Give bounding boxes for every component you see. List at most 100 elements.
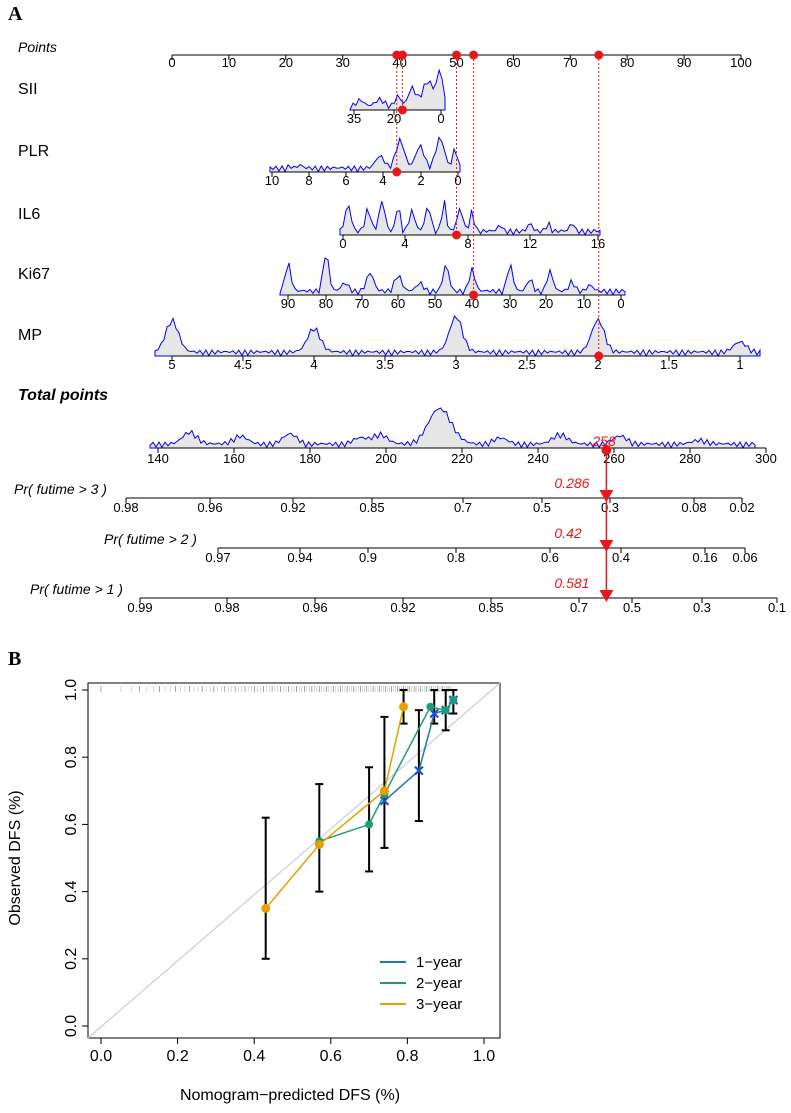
probability-tick-label: 0.3 — [693, 600, 711, 615]
total-tick-label: 260 — [603, 451, 625, 466]
variable-tick-label: 10 — [577, 296, 591, 311]
variable-tick-label: 0 — [454, 173, 461, 188]
total-tick-label: 240 — [527, 451, 549, 466]
variable-tick-label: 4 — [310, 357, 317, 372]
y-tick-label: 0.8 — [63, 746, 80, 768]
probability-tick-label: 0.3 — [601, 500, 619, 515]
y-tick-label: 0.2 — [63, 948, 80, 970]
variable-marker — [594, 351, 604, 361]
density-curve-total — [149, 407, 756, 449]
variable-tick-label: 60 — [391, 296, 405, 311]
probability-tick-label: 0.5 — [623, 600, 641, 615]
probability-tick-label: 0.8 — [447, 550, 465, 565]
probability-arrow-head — [599, 590, 614, 602]
probability-tick-label: 0.97 — [205, 550, 230, 565]
points-marker — [469, 50, 479, 60]
series-point — [429, 708, 439, 719]
x-axis-label: Nomogram−predicted DFS (%) — [180, 1087, 400, 1104]
density-curve-mp — [154, 314, 761, 358]
probability-tick-label: 0.98 — [214, 600, 239, 615]
probability-label: Pr( futime > 2 ) — [104, 531, 197, 547]
total-tick-label: 280 — [679, 451, 701, 466]
variable-tick-label: 30 — [503, 296, 517, 311]
variable-tick-label: 10 — [265, 173, 279, 188]
total-tick-label: 140 — [147, 451, 169, 466]
y-tick-label: 0.4 — [63, 880, 80, 902]
probability-arrow-head — [599, 540, 614, 552]
variable-tick-label: 50 — [428, 296, 442, 311]
variable-tick-label: 2.5 — [518, 357, 536, 372]
probability-tick-label: 0.4 — [612, 550, 630, 565]
x-tick-label: 0.4 — [243, 1048, 265, 1065]
variable-tick-label: 16 — [591, 236, 605, 251]
series-point — [314, 840, 324, 850]
legend-label: 1−year — [416, 954, 462, 971]
points-tick-label: 90 — [677, 55, 691, 70]
y-tick-label: 0.0 — [63, 1015, 80, 1037]
probability-tick-label: 0.02 — [729, 500, 754, 515]
y-tick-label: 0.6 — [63, 813, 80, 835]
variable-label-mp: MP — [18, 327, 42, 344]
variable-tick-label: 4.5 — [234, 357, 252, 372]
points-tick-label: 70 — [563, 55, 577, 70]
series-point — [441, 706, 450, 715]
points-tick-label: 10 — [222, 55, 236, 70]
probability-tick-label: 0.85 — [478, 600, 503, 615]
ideal-diagonal — [87, 682, 501, 1039]
variable-tick-label: 0 — [437, 111, 444, 126]
variable-label-il6: IL6 — [18, 206, 40, 223]
probability-value: 0.286 — [554, 475, 589, 491]
variable-tick-label: 6 — [342, 173, 349, 188]
probability-tick-label: 0.16 — [692, 550, 717, 565]
points-tick-label: 0 — [168, 55, 175, 70]
legend-label: 3−year — [416, 996, 462, 1013]
series-point — [379, 786, 389, 796]
x-tick-label: 0.0 — [90, 1048, 112, 1065]
probability-tick-label: 0.5 — [533, 500, 551, 515]
variable-tick-label: 4 — [379, 173, 386, 188]
probability-tick-label: 0.94 — [287, 550, 312, 565]
y-tick-label: 1.0 — [63, 679, 80, 701]
variable-tick-label: 0 — [617, 296, 624, 311]
variable-tick-label: 80 — [319, 296, 333, 311]
points-tick-label: 20 — [279, 55, 293, 70]
x-tick-label: 0.6 — [320, 1048, 342, 1065]
probability-label: Pr( futime > 3 ) — [14, 481, 107, 497]
panel-b-label: B — [8, 648, 21, 670]
variable-tick-label: 3 — [452, 357, 459, 372]
variable-tick-label: 5 — [168, 357, 175, 372]
variable-marker — [397, 105, 407, 115]
probability-tick-label: 0.92 — [280, 500, 305, 515]
series-point — [399, 702, 409, 712]
variable-marker — [392, 167, 402, 177]
probability-tick-label: 0.7 — [570, 600, 588, 615]
legend-label: 2−year — [416, 975, 462, 992]
density-curve-sii — [349, 68, 446, 111]
points-tick-label: 50 — [449, 55, 463, 70]
variable-tick-label: 8 — [305, 173, 312, 188]
probability-tick-label: 0.7 — [454, 500, 472, 515]
panel-a-label: A — [8, 3, 23, 25]
variable-label-sii: SII — [18, 81, 38, 98]
variable-tick-label: 4 — [401, 236, 408, 251]
variable-tick-label: 8 — [464, 236, 471, 251]
variable-tick-label: 12 — [523, 236, 537, 251]
x-tick-label: 1.0 — [473, 1048, 495, 1065]
series-point — [414, 765, 424, 776]
probability-tick-label: 0.9 — [359, 550, 377, 565]
series-point — [449, 696, 458, 705]
series-point — [426, 702, 435, 711]
variable-label-plr: PLR — [18, 143, 49, 160]
variable-marker — [452, 230, 461, 240]
probability-tick-label: 0.06 — [732, 550, 757, 565]
probability-tick-label: 0.98 — [113, 500, 138, 515]
variable-tick-label: 70 — [355, 296, 369, 311]
total-points-label: Total points — [18, 387, 108, 404]
probability-tick-label: 0.6 — [541, 550, 559, 565]
series-line — [265, 706, 405, 909]
total-tick-label: 220 — [451, 451, 473, 466]
density-curve-plr — [269, 136, 461, 173]
total-marker — [601, 445, 612, 455]
probability-tick-label: 0.96 — [302, 600, 327, 615]
